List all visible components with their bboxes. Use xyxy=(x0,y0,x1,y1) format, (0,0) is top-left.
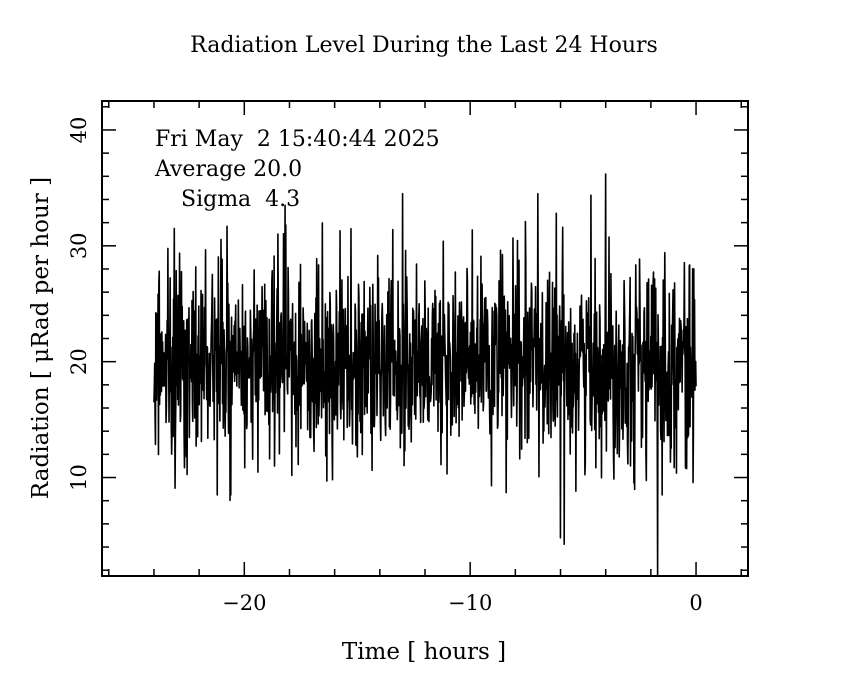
x-tick-label: 0 xyxy=(689,591,702,615)
y-tick-label: 40 xyxy=(67,117,91,144)
axis-ticks xyxy=(102,101,748,576)
chart-title: Radiation Level During the Last 24 Hours xyxy=(190,33,658,58)
x-tick-label: −10 xyxy=(448,591,492,615)
data-area xyxy=(153,173,697,577)
y-tick-label: 20 xyxy=(67,348,91,375)
y-tick-label: 30 xyxy=(67,232,91,259)
series-radiation-line xyxy=(153,173,697,577)
x-axis-label: Time [ hours ] xyxy=(342,639,506,665)
annotation-sigma: Sigma 4.3 xyxy=(181,187,300,212)
y-axis-label: Radiation [ μRad per hour ] xyxy=(28,177,54,499)
annotation-average: Average 20.0 xyxy=(154,157,302,182)
x-tick-label: −20 xyxy=(222,591,266,615)
annotation-timestamp: Fri May 2 15:40:44 2025 xyxy=(155,127,440,152)
x-tick-labels: −20 −10 0 xyxy=(222,591,703,615)
y-tick-labels: 10 20 30 40 xyxy=(67,117,91,491)
y-tick-label: 10 xyxy=(67,464,91,491)
